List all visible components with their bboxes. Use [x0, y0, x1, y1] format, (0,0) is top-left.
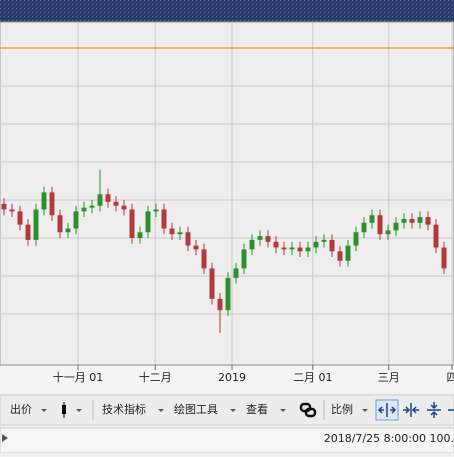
candle-body [250, 240, 255, 250]
candle-body [282, 248, 287, 250]
status-text: 2018/7/25 8:00:00 100. [324, 432, 454, 445]
candle-body [130, 210, 135, 239]
x-tick-label: 三月 [378, 371, 400, 384]
candle-body [410, 219, 415, 223]
candle-body [34, 210, 39, 240]
candle-body [58, 215, 63, 232]
title-bar [0, 0, 454, 22]
toolbar-button[interactable]: 技术指标 [102, 402, 146, 416]
x-tick-label: 四 [447, 371, 454, 384]
candle-body [378, 215, 383, 234]
toolbar-button[interactable]: 绘图工具 [174, 402, 218, 416]
candle-body [170, 229, 175, 235]
candle-body [74, 211, 79, 228]
candle-body [258, 236, 263, 240]
candle-body [442, 248, 447, 269]
candle-body [122, 206, 127, 210]
candle-body [386, 230, 391, 234]
candle-body [98, 194, 103, 205]
candle-body [354, 232, 359, 245]
candle-body [90, 206, 95, 208]
toolbar-button[interactable]: 比例 [331, 402, 353, 416]
candle-body [146, 211, 151, 232]
candle-body [314, 242, 319, 248]
candle-body [274, 242, 279, 248]
candle-body [306, 248, 311, 252]
candle-body [338, 251, 343, 260]
candle-body [186, 232, 191, 245]
candle-body [218, 299, 223, 310]
candle-body [82, 208, 87, 212]
candle-body [290, 248, 295, 250]
candle-body [234, 268, 239, 278]
x-tick-label: 2019 [218, 371, 246, 384]
candle-icon[interactable] [62, 405, 66, 414]
candle-body [2, 204, 7, 210]
candle-body [362, 223, 367, 233]
candle-body [298, 248, 303, 252]
candle-body [178, 232, 183, 234]
candle-body [426, 217, 431, 225]
x-tick-label: 十二月 [139, 370, 172, 384]
candle-body [394, 223, 399, 231]
candle-body [322, 240, 327, 242]
x-tick-label: 二月 01 [293, 371, 333, 384]
toolbar-button[interactable]: 查看 [246, 402, 268, 416]
candle-body [10, 210, 15, 212]
candle-body [162, 210, 167, 229]
candle-body [266, 236, 271, 242]
candle-body [106, 194, 111, 202]
x-tick-label: 十一月 01 [53, 370, 104, 384]
candle-body [18, 211, 23, 224]
candle-body [50, 192, 55, 215]
toolbar-button[interactable]: 出价 [10, 402, 32, 416]
candle-body [210, 268, 215, 298]
candle-body [26, 225, 31, 240]
candle-body [138, 232, 143, 238]
candle-body [226, 278, 231, 310]
candle-body [346, 246, 351, 261]
candle-body [402, 219, 407, 223]
candle-body [114, 202, 119, 206]
candle-body [66, 229, 71, 233]
candle-body [202, 249, 207, 268]
candle-body [370, 215, 375, 223]
candle-body [42, 192, 47, 209]
candle-body [434, 225, 439, 248]
candle-body [418, 217, 423, 223]
candle-body [194, 246, 199, 250]
candle-body [242, 249, 247, 268]
candle-body [330, 240, 335, 251]
candle-body [154, 210, 159, 212]
